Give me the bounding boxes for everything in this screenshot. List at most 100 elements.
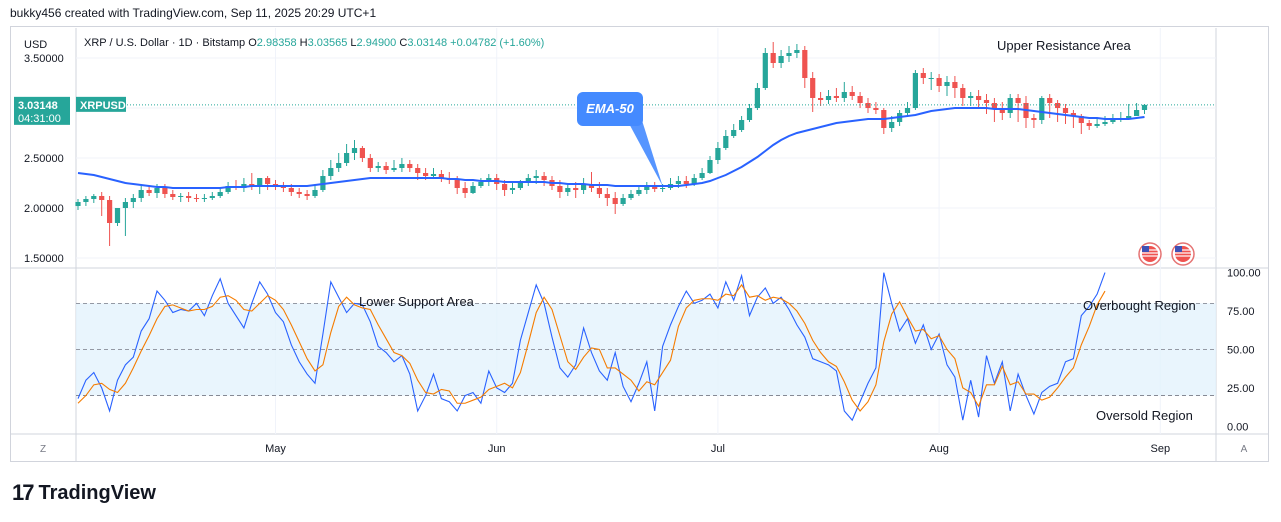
time-tick-label: Aug [929, 443, 949, 455]
candle-body [675, 181, 681, 184]
candle-body [193, 198, 200, 199]
candle-body [107, 200, 113, 223]
candle [731, 124, 737, 138]
candle-body [968, 96, 974, 98]
candle-body [636, 190, 642, 194]
candle [944, 76, 950, 96]
candle-body [612, 198, 618, 204]
candle-body [1007, 98, 1013, 113]
candle-body [865, 103, 871, 108]
candle [1141, 104, 1148, 114]
candle-body [344, 153, 350, 163]
flag-icon-canton [1175, 246, 1182, 252]
candle-body [873, 108, 879, 110]
candle-body [162, 188, 168, 194]
candle [873, 102, 879, 114]
candle-body [470, 186, 476, 193]
candle-body [857, 96, 863, 103]
candle [1007, 94, 1013, 118]
candle-body [525, 178, 531, 183]
candle [193, 194, 200, 202]
candle [399, 158, 405, 172]
candle [762, 48, 768, 90]
stochastic-tick-label: 0.00 [1227, 421, 1248, 433]
candle-body [762, 53, 768, 88]
candle [201, 194, 207, 202]
candle [178, 193, 184, 202]
candle-body [991, 103, 997, 108]
candle [83, 196, 89, 206]
candle [99, 192, 105, 216]
candle [367, 154, 373, 172]
candle [312, 184, 318, 198]
candle [430, 168, 437, 178]
candle [999, 102, 1005, 120]
candle [383, 162, 389, 174]
candle [407, 160, 413, 172]
tradingview-logo[interactable]: 17 TradingView [12, 480, 156, 506]
candle-body [652, 186, 658, 189]
candle [739, 116, 745, 132]
us-flag-event-icon [1171, 242, 1195, 266]
candle [904, 102, 911, 116]
candle [470, 182, 476, 194]
price-label-box [14, 96, 70, 125]
candle [723, 130, 729, 150]
candle-body [430, 174, 437, 176]
candle [825, 90, 832, 104]
candle-body [1055, 103, 1061, 108]
candle [857, 92, 863, 108]
candle [75, 199, 81, 210]
candle-body [1110, 120, 1116, 122]
candle [849, 86, 855, 100]
candle-body [407, 164, 413, 168]
time-tick-label: May [265, 443, 286, 455]
last-price-value: 3.03148 [18, 100, 58, 112]
candle [818, 92, 824, 106]
candle-body [1070, 113, 1076, 116]
candle [107, 196, 113, 246]
candle-body [99, 196, 105, 200]
candle-body [778, 56, 784, 63]
candle-body [217, 192, 223, 196]
candle [304, 190, 310, 200]
candle-body [154, 188, 160, 193]
candle-body [391, 168, 397, 170]
candle-body [581, 184, 587, 190]
candle [936, 74, 942, 92]
candle [628, 190, 634, 200]
candle-body [178, 196, 184, 197]
stochastic-d-line [77, 283, 1106, 412]
candle-body [920, 73, 926, 78]
candle [715, 142, 721, 164]
candle-body [691, 178, 697, 184]
candle [707, 156, 713, 174]
candle-body [644, 186, 650, 190]
price-tick-label: 1.50000 [24, 253, 64, 265]
candle-body [770, 53, 776, 63]
candle [217, 188, 223, 198]
candle-body [138, 190, 144, 198]
candle-body [952, 82, 958, 88]
candle [881, 108, 887, 134]
candle-body [351, 148, 358, 153]
candle-body [130, 198, 136, 202]
candle-body [683, 181, 689, 184]
candle-body [265, 178, 271, 184]
candle [1070, 110, 1076, 128]
candle [565, 184, 571, 196]
candle-body [565, 188, 571, 192]
candle [770, 42, 776, 68]
candle-body [699, 173, 705, 178]
candle-body [541, 176, 547, 180]
candle [620, 194, 626, 206]
candle-body [557, 186, 563, 192]
candle-body [367, 158, 373, 168]
tradingview-logo-icon: 17 [12, 480, 35, 505]
candle-body [604, 194, 610, 198]
candle-body [415, 168, 421, 173]
candle [644, 182, 650, 194]
candle-body [660, 188, 666, 189]
candle-body [928, 78, 934, 79]
